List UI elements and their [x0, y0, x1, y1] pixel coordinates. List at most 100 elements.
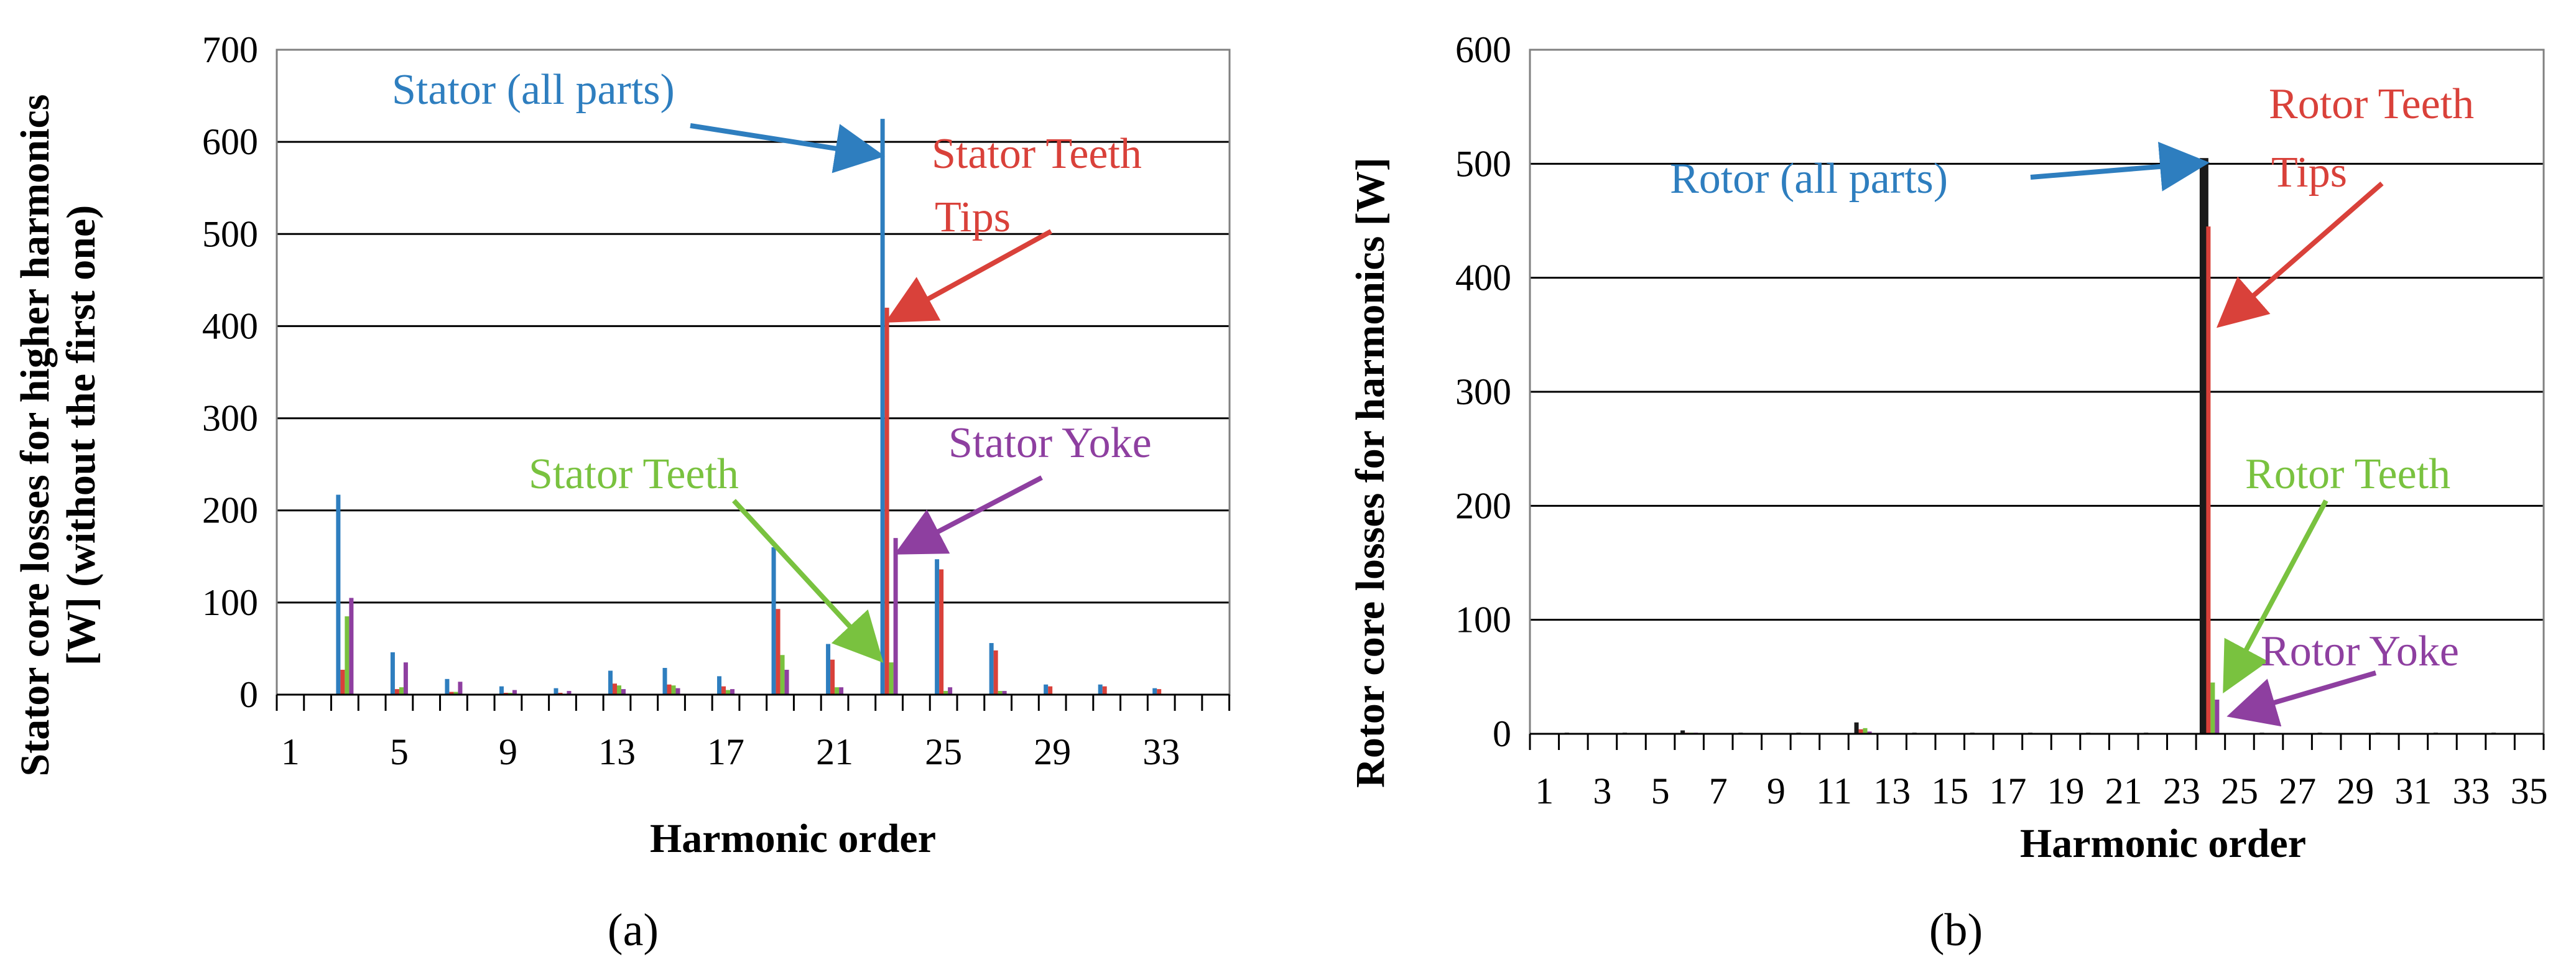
bar-stator_all-h27 — [989, 643, 994, 695]
bar-yoke-h23 — [893, 538, 898, 695]
x-tick-label: 13 — [1873, 771, 1911, 812]
x-tick-label: 5 — [390, 731, 409, 772]
bar-teeth-h15 — [671, 685, 676, 695]
bar-stator_all-h11 — [554, 688, 558, 695]
bar-yoke-h25 — [948, 687, 953, 695]
x-tick-label: 5 — [1651, 771, 1670, 812]
panel-a: 0 100 200 300 400 500 600 700 1 5 9 13 17 21 25 29 33 H… — [12, 29, 1231, 956]
x-tick-label: 17 — [707, 731, 744, 772]
x-tick-label: 15 — [1931, 771, 1968, 812]
b-x-axis — [1529, 733, 2545, 750]
bar-yoke-h11 — [567, 691, 572, 695]
bar-stator_all-h5 — [390, 652, 395, 695]
b-x-tick-labels: 1 3 5 7 9 11 13 15 17 19 21 23 25 27 29 31 33 35 — [1535, 771, 2547, 812]
a-x-tick-labels: 1 5 9 13 17 21 25 29 33 — [281, 731, 1180, 772]
y-tick-label: 700 — [202, 29, 258, 70]
bar-tips-h23 — [884, 307, 889, 695]
x-tick-label: 9 — [1767, 771, 1786, 812]
bar-tips-h3 — [340, 670, 345, 695]
y-tick-label: 500 — [202, 213, 258, 254]
b-x-axis-title: Harmonic order — [2020, 821, 2306, 866]
bar-teeth-h25 — [943, 691, 948, 695]
y-tick-label: 100 — [1455, 599, 1511, 641]
x-tick-label: 21 — [816, 731, 853, 772]
x-tick-label: 19 — [2047, 771, 2085, 812]
bar-teeth-h5 — [399, 687, 404, 695]
bar-yoke-h13 — [621, 689, 626, 695]
a-arrow-tips — [884, 229, 1052, 323]
b-y-ticks: 0 100 200 300 400 500 600 — [1455, 29, 1511, 754]
bar-stator_all-h21 — [826, 644, 831, 695]
x-tick-label: 17 — [1989, 771, 2026, 812]
bar-yoke-h9 — [512, 690, 517, 695]
y-tick-label: 400 — [202, 305, 258, 346]
b-arrow-yoke — [2226, 670, 2377, 727]
a-annotation-stator-all: Stator (all parts) — [392, 66, 675, 114]
y-tick-label: 500 — [1455, 143, 1511, 184]
bar-stator_all-h25 — [935, 559, 940, 695]
bar-teeth-h17 — [726, 690, 731, 695]
bar-teeth-h24 — [2210, 682, 2215, 734]
bar-tips-h19 — [776, 609, 781, 695]
x-tick-label: 13 — [598, 731, 636, 772]
b-annotation-tips-line1: Rotor Teeth — [2269, 80, 2474, 128]
x-tick-label: 25 — [2221, 771, 2258, 812]
bar-yoke-h17 — [730, 689, 735, 695]
bar-stator_all-h15 — [662, 668, 667, 695]
bar-yoke-h3 — [349, 598, 354, 695]
bar-teeth-h3 — [345, 616, 350, 695]
a-bars — [336, 119, 1170, 695]
y-tick-label: 0 — [239, 674, 258, 715]
bar-tips-h24 — [2206, 226, 2211, 734]
x-tick-label: 1 — [1535, 771, 1554, 812]
y-tick-label: 200 — [202, 490, 258, 531]
y-tick-label: 100 — [202, 582, 258, 623]
x-tick-label: 33 — [2453, 771, 2490, 812]
bar-stator_all-h13 — [608, 670, 613, 695]
y-tick-label: 300 — [202, 398, 258, 439]
x-tick-label: 31 — [2394, 771, 2432, 812]
x-tick-label: 25 — [925, 731, 962, 772]
bar-tips-h7 — [449, 692, 454, 695]
bar-teeth-h7 — [453, 692, 458, 695]
b-y-axis-title: Rotor core losses for harmonics [W] — [1348, 157, 1393, 788]
b-annotation-teeth: Rotor Teeth — [2245, 450, 2450, 498]
x-tick-label: 29 — [2337, 771, 2374, 812]
x-tick-label: 27 — [2279, 771, 2316, 812]
bar-yoke-h24 — [2215, 700, 2220, 734]
bar-stator_all-h9 — [499, 686, 504, 695]
a-x-axis — [276, 693, 1231, 711]
y-tick-label: 600 — [202, 121, 258, 162]
bar-stator_all-h19 — [771, 547, 776, 695]
bar-teeth-h19 — [780, 655, 785, 695]
bar-teeth-h23 — [889, 662, 894, 695]
bar-teeth-h13 — [617, 685, 621, 695]
b-arrow-tips — [2216, 181, 2384, 328]
x-tick-label: 1 — [281, 731, 300, 772]
bar-stator_all-h7 — [445, 678, 450, 695]
bar-yoke-h5 — [403, 662, 408, 695]
bar-rotor_all-h12 — [1854, 722, 1859, 734]
b-panel-label: (b) — [1929, 905, 1983, 956]
bar-yoke-h7 — [458, 682, 463, 695]
x-tick-label: 3 — [1593, 771, 1611, 812]
y-tick-label: 600 — [1455, 29, 1511, 70]
y-tick-label: 400 — [1455, 257, 1511, 299]
a-arrow-stator-all — [690, 123, 885, 174]
a-x-axis-title: Harmonic order — [650, 816, 936, 861]
x-tick-label: 33 — [1142, 731, 1180, 772]
bar-tips-h12 — [1858, 729, 1863, 734]
bar-tips-h13 — [613, 683, 617, 695]
bar-yoke-h21 — [839, 687, 844, 695]
a-arrow-yoke — [894, 475, 1043, 555]
b-gridlines — [1530, 49, 2544, 621]
bar-stator_all-h23 — [880, 119, 885, 695]
bar-yoke-h27 — [1002, 691, 1007, 695]
x-tick-label: 23 — [2163, 771, 2200, 812]
bar-teeth-h21 — [835, 687, 840, 695]
bar-yoke-h15 — [675, 688, 680, 695]
b-annotation-tips-line2: Tips — [2271, 149, 2347, 197]
a-arrow-teeth — [732, 499, 884, 663]
a-annotation-yoke: Stator Yoke — [948, 419, 1152, 467]
